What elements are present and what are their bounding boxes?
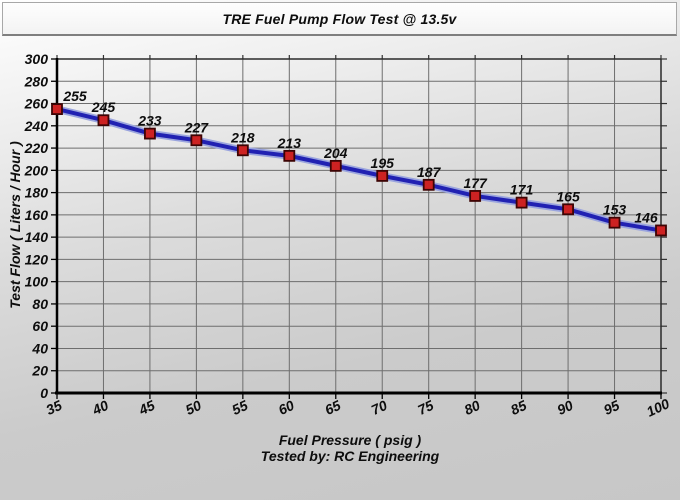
y-tick-label: 140 [25,229,49,245]
data-point-marker [515,196,528,209]
y-tick-label: 120 [25,251,49,267]
y-tick-label: 180 [25,185,49,201]
x-tick-label: 95 [601,397,622,418]
data-point-label: 187 [417,164,442,180]
y-axis-title: Test Flow ( Liters / Hour ) [7,141,23,309]
y-tick-label: 240 [24,118,49,134]
data-point-marker [329,159,342,172]
chart-title: TRE Fuel Pump Flow Test @ 13.5v [222,10,457,27]
y-tick-label: 280 [24,73,49,89]
data-point-label: 218 [230,129,255,145]
x-tick-label: 60 [276,397,297,418]
x-tick-label: 80 [462,397,483,418]
x-tick-label: 65 [322,397,343,418]
y-tick-label: 220 [24,140,49,156]
data-point-label: 177 [463,175,488,191]
y-tick-label: 260 [24,96,49,112]
chart-title-bar: TRE Fuel Pump Flow Test @ 13.5v [2,2,677,36]
x-tick-label: 75 [415,397,436,418]
data-point-marker [190,134,203,147]
y-tick-label: 60 [32,318,48,334]
x-tick-label: 35 [43,397,64,418]
y-tick-label: 300 [25,51,49,67]
data-point-label: 165 [556,188,580,204]
data-point-marker [97,114,110,127]
data-point-marker [562,203,574,216]
data-point-label: 213 [277,135,302,151]
data-point-label: 204 [323,145,348,161]
data-point-marker [144,127,156,140]
data-point-label: 146 [634,209,658,225]
y-tick-label: 100 [25,274,49,290]
y-tick-label: 40 [31,340,48,356]
data-point-label: 227 [184,119,210,135]
data-point-label: 171 [510,182,534,198]
data-point-marker [422,178,435,191]
tested-by-note: Tested by: RC Engineering [260,448,440,464]
x-axis-title: Fuel Pressure ( psig ) [278,432,422,448]
data-point-label: 245 [91,99,116,115]
data-point-marker [51,103,63,115]
data-point-marker [608,216,621,229]
data-point-marker [283,149,296,162]
data-point-marker [376,169,389,182]
y-tick-label: 80 [32,296,48,312]
x-tick-label: 100 [644,395,672,419]
y-tick-label: 200 [24,162,49,178]
x-tick-label: 55 [229,397,250,418]
y-tick-label: 20 [31,363,48,379]
series-line [55,107,663,233]
data-point-label: 233 [137,113,162,129]
y-tick-label: 160 [25,207,49,223]
data-point-label: 255 [62,88,87,104]
data-point-label: 153 [603,202,627,218]
x-tick-label: 70 [369,397,390,418]
data-point-marker [655,224,667,237]
data-point-marker [236,144,249,157]
data-point-label: 195 [371,155,395,171]
x-tick-label: 90 [555,397,576,418]
x-tick-label: 40 [89,397,111,419]
x-tick-label: 50 [183,397,204,418]
x-tick-label: 45 [135,397,157,419]
y-tick-label: 0 [40,385,48,401]
data-point-marker [469,190,482,202]
x-tick-label: 85 [508,397,529,418]
